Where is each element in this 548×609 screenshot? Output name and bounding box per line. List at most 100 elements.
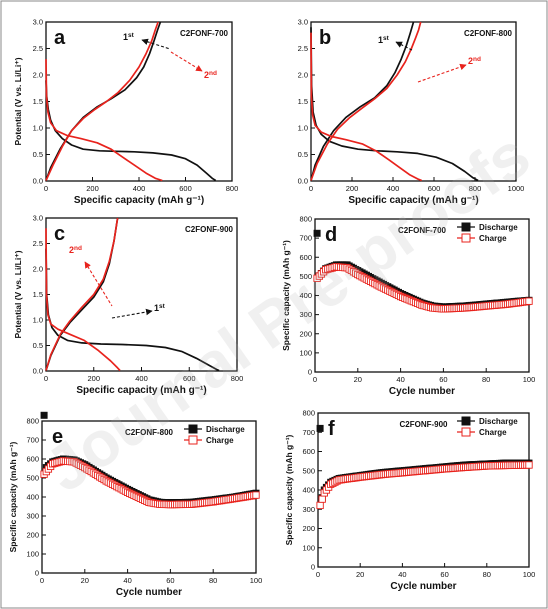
panel-letter: d bbox=[325, 224, 337, 246]
y-tick-label: 300 bbox=[26, 512, 39, 521]
legend-marker bbox=[461, 233, 471, 243]
y-tick-label: 700 bbox=[302, 428, 315, 437]
panel-letter: f bbox=[328, 418, 335, 440]
x-tick-label: 60 bbox=[440, 570, 448, 579]
charge-point bbox=[316, 501, 324, 510]
x-tick-label: 100 bbox=[523, 570, 536, 579]
x-tick-label: 600 bbox=[179, 184, 192, 193]
y-tick-label: 500 bbox=[302, 466, 315, 475]
x-tick-label: 20 bbox=[356, 570, 364, 579]
annotation-label: 1st bbox=[123, 32, 135, 42]
x-tick-label: 0 bbox=[309, 184, 313, 193]
charge-point bbox=[525, 297, 533, 305]
second-cycle-curve bbox=[45, 21, 159, 181]
y-tick-label: 400 bbox=[302, 486, 315, 495]
y-tick-label: 0.5 bbox=[33, 341, 43, 350]
x-tick-label: 60 bbox=[439, 375, 447, 384]
y-tick-label: 0 bbox=[308, 368, 312, 377]
annotation-label: 1st bbox=[378, 35, 390, 45]
panel-a: 0 200 400 600 800 0.0 0.5 1.0 1.5 2.0 2.5 3.0 Specif… bbox=[13, 18, 238, 207]
y-tick-label: 200 bbox=[299, 329, 312, 338]
x-tick-label: 80 bbox=[482, 375, 490, 384]
panel-letter: e bbox=[52, 426, 63, 448]
legend-marker bbox=[461, 222, 471, 232]
x-tick-label: 40 bbox=[123, 576, 131, 585]
y-tick-label: 2.5 bbox=[298, 44, 308, 53]
x-tick-label: 1000 bbox=[508, 184, 525, 193]
y-tick-label: 800 bbox=[299, 215, 312, 224]
y-tick-label: 2.0 bbox=[298, 71, 308, 80]
y-axis-label: Potential (V vs. Li/Li⁺) bbox=[13, 250, 23, 338]
annotation-arrow bbox=[111, 308, 153, 319]
y-tick-label: 0.0 bbox=[33, 177, 43, 186]
x-tick-label: 60 bbox=[166, 576, 174, 585]
y-tick-label: 300 bbox=[299, 310, 312, 319]
x-tick-label: 20 bbox=[354, 375, 362, 384]
second-cycle-curve bbox=[310, 21, 422, 181]
annotation-arrow bbox=[141, 38, 171, 50]
x-tick-label: 0 bbox=[44, 184, 48, 193]
annotation-label: 1st bbox=[154, 303, 166, 313]
plot-frame bbox=[45, 21, 233, 182]
x-tick-label: 0 bbox=[44, 374, 48, 383]
y-tick-label: 500 bbox=[26, 474, 39, 483]
x-axis-label: Cycle number bbox=[389, 386, 455, 397]
sample-label: C2FONF-800 bbox=[125, 428, 174, 437]
y-tick-label: 700 bbox=[26, 436, 39, 445]
y-tick-label: 1.5 bbox=[33, 290, 43, 299]
panel-e: 0 20 40 60 80 100 0 100 200 300 400 500 600 700 800 Cyc… bbox=[8, 411, 263, 598]
y-tick-label: 1.0 bbox=[33, 316, 43, 325]
x-tick-label: 200 bbox=[346, 184, 359, 193]
y-axis-label: Specific capacity (mAh g⁻¹) bbox=[281, 240, 291, 351]
x-tick-label: 600 bbox=[183, 374, 196, 383]
x-tick-label: 20 bbox=[81, 576, 89, 585]
x-tick-label: 0 bbox=[316, 570, 320, 579]
panel-letter: b bbox=[319, 27, 331, 49]
x-tick-label: 200 bbox=[86, 184, 99, 193]
x-axis-label: Specific capacity (mAh g⁻¹) bbox=[348, 195, 478, 206]
annotation-label: 2nd bbox=[468, 56, 481, 66]
x-tick-label: 80 bbox=[209, 576, 217, 585]
legend-label: Discharge bbox=[206, 425, 245, 434]
y-tick-label: 0.0 bbox=[298, 177, 308, 186]
y-tick-label: 100 bbox=[302, 543, 315, 552]
y-tick-label: 3.0 bbox=[33, 214, 43, 223]
x-axis-label: Cycle number bbox=[390, 581, 456, 592]
y-tick-label: 600 bbox=[26, 455, 39, 464]
sample-label: C2FONF-900 bbox=[185, 225, 234, 234]
y-tick-label: 400 bbox=[299, 291, 312, 300]
x-tick-label: 40 bbox=[398, 570, 406, 579]
legend-marker bbox=[188, 424, 198, 434]
y-tick-label: 1.0 bbox=[298, 124, 308, 133]
panel-d: 0 20 40 60 80 100 0 100 200 300 400 500 600 700 800 Cyc… bbox=[281, 215, 535, 398]
x-axis-label: Cycle number bbox=[116, 587, 182, 598]
x-tick-label: 80 bbox=[483, 570, 491, 579]
y-tick-label: 2.5 bbox=[33, 239, 43, 248]
annotation-label: 2nd bbox=[69, 245, 82, 255]
x-tick-label: 100 bbox=[250, 576, 263, 585]
y-tick-label: 0 bbox=[311, 563, 315, 572]
legend-label: Discharge bbox=[479, 417, 518, 426]
y-tick-label: 100 bbox=[26, 550, 39, 559]
y-axis-label: Specific capacity (mAh g⁻¹) bbox=[8, 441, 18, 552]
annotation-arrow bbox=[395, 41, 413, 51]
y-tick-label: 200 bbox=[302, 524, 315, 533]
y-tick-label: 3.0 bbox=[298, 18, 308, 27]
second-cycle-curve bbox=[45, 59, 163, 182]
y-tick-label: 0.5 bbox=[33, 150, 43, 159]
y-tick-label: 2.0 bbox=[33, 71, 43, 80]
panel-b: 0 200 400 600 800 1000 0.0 0.5 1.0 1.5 2.0 2.5 3.0 Sp… bbox=[298, 18, 525, 207]
annotation-arrow bbox=[84, 261, 113, 307]
y-tick-label: 500 bbox=[299, 272, 312, 281]
y-tick-label: 0.0 bbox=[33, 367, 43, 376]
x-tick-label: 800 bbox=[226, 184, 239, 193]
legend-label: Charge bbox=[479, 234, 507, 243]
y-tick-label: 2.0 bbox=[33, 265, 43, 274]
y-axis-label: Potential (V vs. Li/Li⁺) bbox=[13, 57, 23, 145]
x-tick-label: 100 bbox=[523, 375, 536, 384]
x-tick-label: 800 bbox=[231, 374, 244, 383]
x-tick-label: 400 bbox=[135, 374, 148, 383]
annotation-arrow bbox=[417, 63, 467, 83]
panel-c: 0 200 400 600 800 0.0 0.5 1.0 1.5 2.0 2.5 3.0 Specif… bbox=[13, 214, 243, 397]
